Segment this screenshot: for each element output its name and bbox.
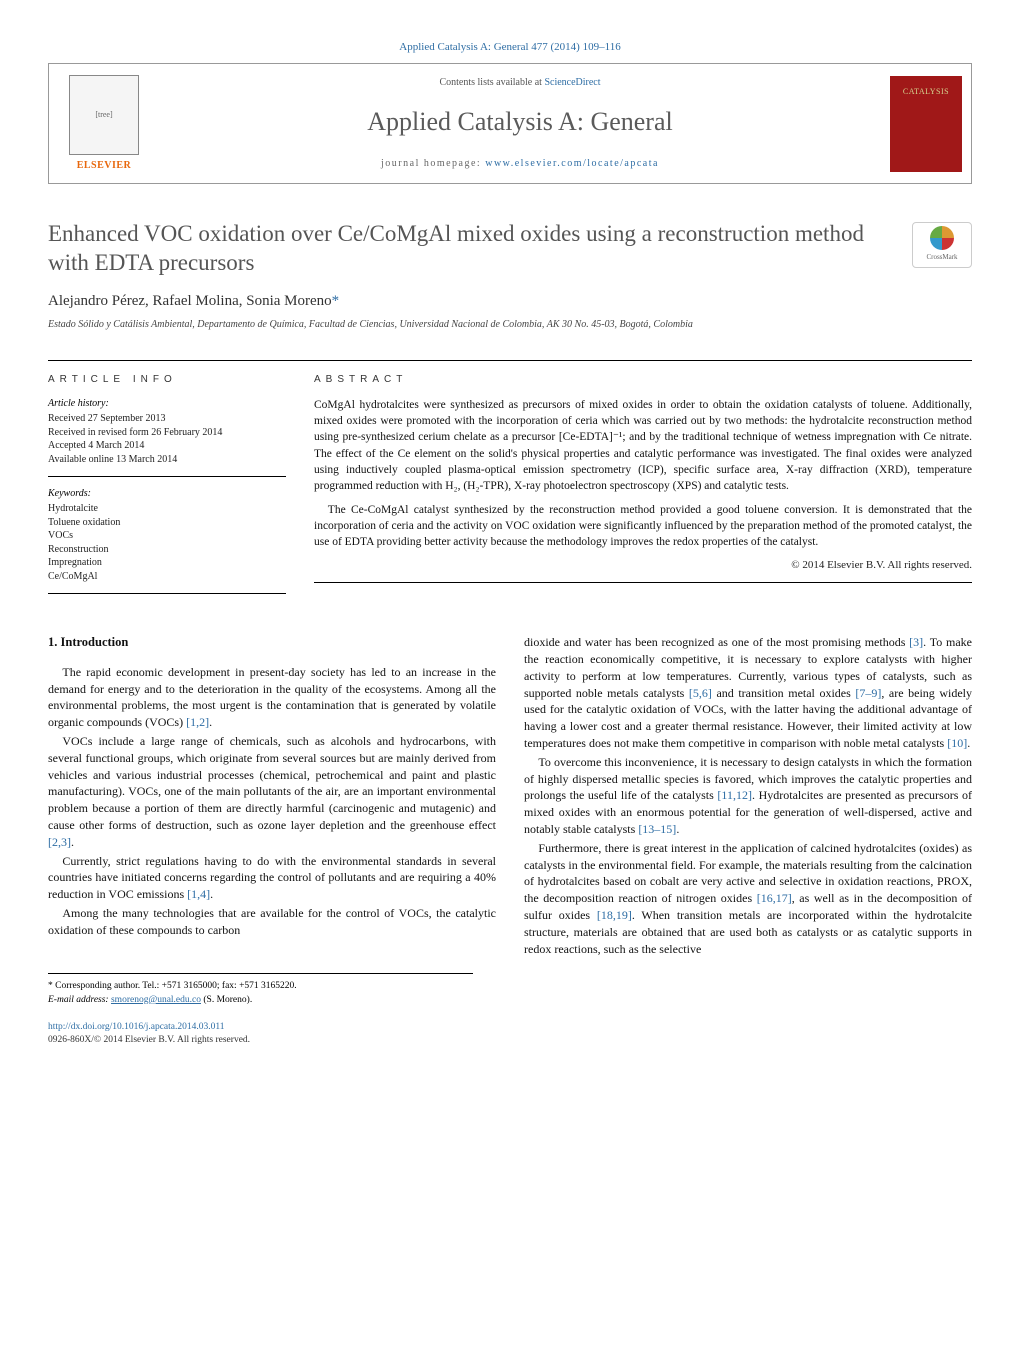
citation-ref[interactable]: [7–9]: [855, 686, 881, 700]
email-line: E-mail address: smorenog@unal.edu.co (S.…: [48, 994, 473, 1007]
homepage-link[interactable]: www.elsevier.com/locate/apcata: [485, 158, 659, 169]
citation-ref[interactable]: [2,3]: [48, 835, 71, 849]
meta-abstract-row: ARTICLE INFO Article history: Received 2…: [48, 360, 972, 604]
keyword: Toluene oxidation: [48, 516, 286, 530]
article-info-column: ARTICLE INFO Article history: Received 2…: [48, 373, 286, 604]
email-link[interactable]: smorenog@unal.edu.co: [111, 995, 201, 1005]
article-history-block: Article history: Received 27 September 2…: [48, 397, 286, 477]
header-center: Contents lists available at ScienceDirec…: [159, 64, 881, 182]
citation-ref[interactable]: [5,6]: [689, 686, 712, 700]
keyword: Reconstruction: [48, 543, 286, 557]
abstract-column: ABSTRACT CoMgAl hydrotalcites were synth…: [314, 373, 972, 604]
citation-ref[interactable]: [11,12]: [717, 788, 752, 802]
title-row: Enhanced VOC oxidation over Ce/CoMgAl mi…: [48, 220, 972, 278]
homepage-prefix: journal homepage:: [381, 158, 485, 169]
crossmark-icon: [930, 226, 954, 250]
crossmark-label: CrossMark: [926, 253, 957, 263]
text: .: [210, 887, 213, 901]
doi-link[interactable]: http://dx.doi.org/10.1016/j.apcata.2014.…: [48, 1022, 225, 1032]
footnotes: * Corresponding author. Tel.: +571 31650…: [48, 973, 473, 1007]
journal-name: Applied Catalysis A: General: [367, 104, 672, 140]
sciencedirect-link[interactable]: ScienceDirect: [544, 77, 600, 88]
intro-p6: To overcome this inconvenience, it is ne…: [524, 754, 972, 838]
journal-cover-icon: CATALYSIS: [890, 76, 962, 172]
section-heading-intro: 1. Introduction: [48, 634, 496, 652]
citation-ref[interactable]: [13–15]: [638, 822, 676, 836]
text: The rapid economic development in presen…: [48, 665, 496, 729]
text: dioxide and water has been recognized as…: [524, 635, 909, 649]
text: .: [967, 736, 970, 750]
text: .: [676, 822, 679, 836]
citation-ref[interactable]: [18,19]: [597, 908, 632, 922]
citation-ref[interactable]: [16,17]: [757, 891, 792, 905]
journal-homepage: journal homepage: www.elsevier.com/locat…: [381, 157, 659, 171]
email-suffix: (S. Moreno).: [201, 995, 252, 1005]
keyword: VOCs: [48, 529, 286, 543]
keyword: Ce/CoMgAl: [48, 570, 286, 584]
corresponding-author-note: * Corresponding author. Tel.: +571 31650…: [48, 980, 473, 993]
elsevier-tree-icon: [tree]: [69, 75, 139, 155]
keywords-block: Keywords: Hydrotalcite Toluene oxidation…: [48, 487, 286, 594]
page: Applied Catalysis A: General 477 (2014) …: [0, 0, 1020, 1096]
doi-block: http://dx.doi.org/10.1016/j.apcata.2014.…: [48, 1021, 972, 1048]
citation-ref[interactable]: [1,4]: [187, 887, 210, 901]
citation-ref[interactable]: [10]: [947, 736, 967, 750]
text: .: [209, 715, 212, 729]
intro-p1: The rapid economic development in presen…: [48, 664, 496, 731]
contents-line: Contents lists available at ScienceDirec…: [439, 76, 600, 90]
intro-p3: Currently, strict regulations having to …: [48, 853, 496, 903]
abstract-p1: CoMgAl hydrotalcites were synthesized as…: [314, 397, 972, 494]
keyword: Impregnation: [48, 556, 286, 570]
keywords-label: Keywords:: [48, 487, 286, 501]
intro-p2: VOCs include a large range of chemicals,…: [48, 733, 496, 851]
header-citation: Applied Catalysis A: General 477 (2014) …: [48, 40, 972, 55]
text: and transition metal oxides: [712, 686, 855, 700]
abstract-heading: ABSTRACT: [314, 373, 972, 387]
intro-p5: dioxide and water has been recognized as…: [524, 634, 972, 752]
abstract-p2: The Ce-CoMgAl catalyst synthesized by th…: [314, 502, 972, 550]
publisher-name: ELSEVIER: [77, 159, 132, 173]
history-label: Article history:: [48, 397, 286, 411]
received-date: Received 27 September 2013: [48, 412, 286, 426]
journal-header: [tree] ELSEVIER Contents lists available…: [48, 63, 972, 183]
cover-block: CATALYSIS: [881, 64, 971, 182]
citation-ref[interactable]: [3]: [909, 635, 923, 649]
email-label: E-mail address:: [48, 995, 111, 1005]
author-names: Alejandro Pérez, Rafael Molina, Sonia Mo…: [48, 293, 332, 309]
publisher-logo-block: [tree] ELSEVIER: [49, 64, 159, 182]
corresponding-marker: *: [332, 293, 340, 309]
intro-p4: Among the many technologies that are ava…: [48, 905, 496, 939]
article-title: Enhanced VOC oxidation over Ce/CoMgAl mi…: [48, 220, 898, 278]
text: .: [71, 835, 74, 849]
body-columns: 1. Introduction The rapid economic devel…: [48, 634, 972, 957]
keyword: Hydrotalcite: [48, 502, 286, 516]
affiliation: Estado Sólido y Catálisis Ambiental, Dep…: [48, 318, 972, 332]
article-info-heading: ARTICLE INFO: [48, 373, 286, 387]
text: Currently, strict regulations having to …: [48, 854, 496, 902]
contents-prefix: Contents lists available at: [439, 77, 544, 88]
online-date: Available online 13 March 2014: [48, 453, 286, 467]
revised-date: Received in revised form 26 February 201…: [48, 426, 286, 440]
intro-p7: Furthermore, there is great interest in …: [524, 840, 972, 958]
crossmark-badge[interactable]: CrossMark: [912, 222, 972, 268]
abstract-rule: [314, 582, 972, 583]
accepted-date: Accepted 4 March 2014: [48, 439, 286, 453]
text: VOCs include a large range of chemicals,…: [48, 734, 496, 832]
authors: Alejandro Pérez, Rafael Molina, Sonia Mo…: [48, 291, 972, 312]
citation-ref[interactable]: [1,2]: [186, 715, 209, 729]
abstract-copyright: © 2014 Elsevier B.V. All rights reserved…: [314, 558, 972, 573]
issn-line: 0926-860X/© 2014 Elsevier B.V. All right…: [48, 1034, 972, 1047]
